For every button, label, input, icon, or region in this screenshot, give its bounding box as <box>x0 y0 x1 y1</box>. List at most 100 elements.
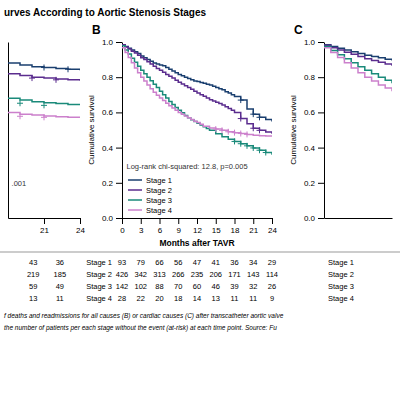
at-risk-value: 13 <box>29 294 37 303</box>
tick-mark <box>80 218 81 224</box>
tick-label: 18 <box>231 226 240 235</box>
at-risk-value: 70 <box>174 282 182 291</box>
legend-swatch <box>128 189 142 191</box>
plot-area <box>324 45 392 92</box>
at-risk-value: 18 <box>174 294 182 303</box>
at-risk-value: 28 <box>118 294 126 303</box>
tick: 0.4 <box>304 144 324 153</box>
censor-mark <box>257 127 263 133</box>
survival-curve <box>122 46 272 155</box>
axis-line <box>325 218 393 219</box>
at-risk-value: 93 <box>118 258 126 267</box>
tick: 12 <box>193 218 202 235</box>
legend-label: Stage 3 <box>146 196 172 205</box>
tick: 9 <box>177 218 182 235</box>
tick-label: 6 <box>158 226 163 235</box>
at-risk-value: 43 <box>29 258 37 267</box>
tick: 0.0 <box>102 214 122 223</box>
at-risk-label: Stage 4 <box>86 294 112 303</box>
tick-mark <box>197 218 198 224</box>
chart-root: urves According to Aortic Stenosis Stage… <box>0 0 400 400</box>
tick-mark <box>318 183 324 184</box>
survival-curve <box>122 48 272 137</box>
at-risk-value: 171 <box>228 270 241 279</box>
censor-mark <box>244 131 250 137</box>
tick-mark <box>318 112 324 113</box>
tick-mark <box>318 77 324 78</box>
censor-mark <box>53 77 59 83</box>
tick-label: 0 <box>120 226 125 235</box>
censor-mark <box>17 100 23 106</box>
at-risk-label: Stage 3 <box>328 282 354 291</box>
legend-swatch <box>128 179 142 181</box>
axis-line <box>8 43 9 219</box>
y-axis-title: Cumulative survival <box>289 95 298 165</box>
tick: 0 <box>120 218 125 235</box>
annotation: Log-rank chi-squared: 12.8, p=0.005 <box>127 162 248 171</box>
at-risk-value: 88 <box>155 282 163 291</box>
tick-label: 24 <box>76 226 85 235</box>
at-risk-value: 219 <box>27 270 40 279</box>
at-risk-value: 9 <box>270 294 274 303</box>
at-risk-value: 22 <box>137 294 145 303</box>
x-axis: 03691215182124 <box>120 218 277 235</box>
panel-label: B <box>92 23 101 37</box>
plot-area <box>8 63 80 120</box>
legend-swatch <box>128 209 142 211</box>
tick-mark <box>116 42 122 43</box>
tick-mark <box>318 42 324 43</box>
at-risk-value: 142 <box>116 282 129 291</box>
tick: 0.2 <box>304 179 324 188</box>
axis-line <box>122 43 123 219</box>
at-risk-value: 143 <box>247 270 260 279</box>
at-risk-label: Stage 1 <box>86 258 112 267</box>
legend-label: Stage 2 <box>146 186 172 195</box>
at-risk-label: Stage 2 <box>86 270 112 279</box>
tick: 21 <box>249 218 258 235</box>
separator <box>0 252 400 253</box>
at-risk-value: 46 <box>212 282 220 291</box>
at-risk-value: 20 <box>155 294 163 303</box>
at-risk-value: 313 <box>153 270 166 279</box>
at-risk-label: Stage 4 <box>328 294 354 303</box>
tick-label: 15 <box>212 226 221 235</box>
at-risk-table: Stage 1Stage 2Stage 3Stage 4937966564741… <box>86 258 278 303</box>
tick: 21 <box>40 218 49 235</box>
tick-label: 0.8 <box>304 73 316 82</box>
tick-mark <box>116 77 122 78</box>
x-axis: 21 24 <box>9 218 86 235</box>
at-risk-value: 26 <box>268 282 276 291</box>
panel: 036912151821240.00.20.40.60.81.0Months a… <box>86 23 278 303</box>
axis-line <box>324 43 325 219</box>
at-risk-value: 36 <box>56 258 64 267</box>
at-risk-value: 14 <box>193 294 201 303</box>
tick-label: 0.4 <box>102 144 114 153</box>
at-risk-value: 266 <box>172 270 185 279</box>
tick-mark <box>116 183 122 184</box>
tick: 15 <box>212 218 221 235</box>
tick-label: 12 <box>193 226 202 235</box>
y-axis-title: Cumulative survival <box>87 95 96 165</box>
tick-label: 21 <box>249 226 258 235</box>
survival-curve <box>122 45 272 122</box>
survival-curve <box>8 74 80 81</box>
at-risk-value: 426 <box>116 270 129 279</box>
censor-mark <box>250 111 256 117</box>
tick-mark <box>318 148 324 149</box>
tick-label: 3 <box>139 226 144 235</box>
at-risk-value: 185 <box>54 270 67 279</box>
at-risk-value: 29 <box>268 258 276 267</box>
y-axis: 0.00.20.40.60.81.0 <box>102 38 123 223</box>
tick: 0.2 <box>102 179 122 188</box>
y-axis: 0.00.20.40.60.81.0 <box>304 38 325 223</box>
plot-area <box>122 45 272 156</box>
tick-label: 9 <box>177 226 182 235</box>
panel: 0.00.20.40.60.81.0Cumulative survivalCSt… <box>289 23 393 303</box>
censor-mark <box>257 114 263 120</box>
tick-mark <box>116 148 122 149</box>
at-risk-value: 60 <box>193 282 201 291</box>
panel: 2124.001432195913361854911 <box>8 43 85 303</box>
at-risk-value: 66 <box>155 258 163 267</box>
tick-mark <box>178 218 179 224</box>
tick-mark <box>216 218 217 224</box>
